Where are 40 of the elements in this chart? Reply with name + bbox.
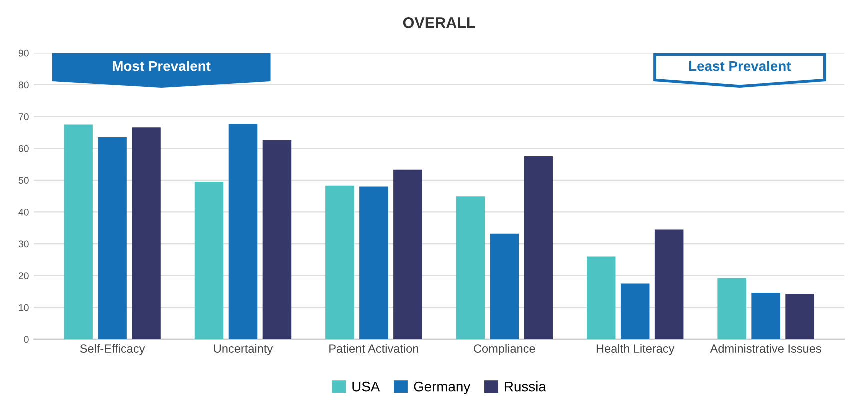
- x-tick-label: Compliance: [474, 344, 536, 356]
- x-tick-label: Patient Activation: [330, 344, 418, 354]
- x-tick-label: Administrative Issues: [710, 344, 822, 354]
- y-tick-label: 90: [18, 50, 29, 57]
- legend-label: Germany: [414, 382, 471, 394]
- bar: [586, 256, 616, 340]
- y-tick-label: 60: [18, 145, 29, 152]
- bar: [326, 186, 354, 340]
- y-tick-label: 0: [24, 336, 29, 344]
- annotation: Most Prevalent: [113, 61, 211, 72]
- bar: [718, 278, 746, 340]
- bar: [360, 186, 388, 340]
- bar: [394, 170, 422, 340]
- bar: [132, 128, 161, 340]
- bar: [64, 124, 93, 340]
- legend-label: Russia: [505, 382, 546, 392]
- bar: [524, 156, 554, 340]
- bar: [752, 293, 780, 340]
- y-tick-label: 40: [18, 208, 29, 216]
- x-tick-label: Self-Efficacy: [80, 344, 146, 356]
- bar: [98, 137, 127, 340]
- bar: [786, 294, 814, 340]
- chart-title: OVERALL: [403, 18, 476, 28]
- y-tick-label: 80: [18, 82, 29, 89]
- y-tick-label: 30: [18, 240, 29, 248]
- bar: [262, 140, 292, 340]
- annotation: Least Prevalent: [690, 61, 792, 72]
- y-tick-label: 20: [18, 272, 29, 280]
- bar: [194, 182, 224, 340]
- bar: [228, 124, 258, 340]
- bar: [456, 196, 486, 340]
- legend-label: USA: [352, 382, 380, 392]
- bar: [620, 284, 650, 340]
- y-tick-label: 10: [19, 304, 29, 312]
- y-tick-label: 50: [18, 177, 29, 184]
- y-tick-label: 70: [18, 114, 29, 120]
- bar: [490, 234, 520, 340]
- bar: [654, 230, 684, 340]
- x-tick-label: Health Literacy: [596, 344, 675, 356]
- x-tick-label: Uncertainty: [214, 344, 274, 356]
